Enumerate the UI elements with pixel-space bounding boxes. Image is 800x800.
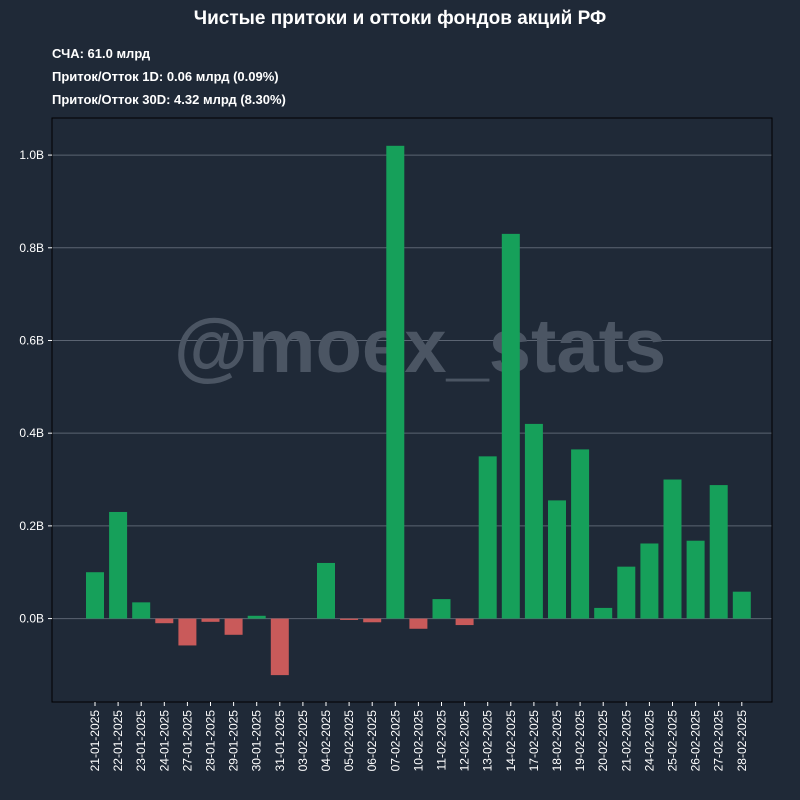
x-tick-label: 24-02-2025 (642, 710, 656, 772)
stat-flow-1d: Приток/Отток 1D: 0.06 млрд (0.09%) (52, 69, 279, 84)
bar (224, 618, 243, 635)
bar (317, 562, 335, 619)
bar (270, 618, 289, 676)
x-tick-label: 04-02-2025 (319, 710, 333, 772)
bar (732, 591, 751, 619)
x-tick-label: 07-02-2025 (388, 710, 402, 772)
x-tick-label: 23-01-2025 (134, 710, 148, 772)
y-tick-label: 0.0B (19, 612, 44, 626)
bar (155, 618, 174, 624)
x-tick-label: 14-02-2025 (504, 710, 518, 772)
bar (640, 543, 659, 619)
y-tick-label: 1.0B (19, 148, 44, 162)
x-tick-label: 22-01-2025 (111, 710, 125, 772)
x-tick-label: 20-02-2025 (596, 710, 610, 772)
x-tick-label: 17-02-2025 (527, 710, 541, 772)
x-tick-label: 03-02-2025 (296, 710, 310, 772)
y-tick-label: 0.6B (19, 333, 44, 347)
x-tick-label: 24-01-2025 (157, 710, 171, 772)
bars (86, 145, 751, 676)
x-tick-label: 18-02-2025 (550, 710, 564, 772)
x-tick-label: 27-02-2025 (712, 710, 726, 772)
bar (132, 602, 151, 619)
bar (478, 456, 497, 619)
x-tick-label: 19-02-2025 (573, 710, 587, 772)
bar (686, 540, 705, 619)
x-tick-label: 10-02-2025 (411, 710, 425, 772)
y-tick-label: 0.2B (19, 519, 44, 533)
x-axis-ticks: 21-01-2025 22-01-2025 23-01-2025 24-01-2025… (88, 702, 749, 771)
stats-block: СЧА: 61.0 млрд Приток/Отток 1D: 0.06 млр… (52, 42, 286, 111)
grid-lines (52, 154, 772, 620)
bar (524, 423, 543, 619)
x-tick-label: 13-02-2025 (481, 710, 495, 772)
y-tick-label: 0.4B (19, 426, 44, 440)
plot-frame (51, 117, 773, 703)
x-tick-label: 05-02-2025 (342, 710, 356, 772)
y-axis-ticks: 0.0B 0.2B 0.4B 0.6B 0.8B 1.0B (19, 148, 52, 626)
bar (432, 599, 451, 619)
x-tick-label: 29-01-2025 (227, 710, 241, 772)
bar (247, 615, 266, 619)
x-tick-label: 21-01-2025 (88, 710, 102, 772)
chart-title: Чистые притоки и оттоки фондов акций РФ (193, 8, 607, 29)
bar (386, 145, 405, 619)
x-tick-label: 27-01-2025 (180, 710, 194, 772)
bar (617, 566, 636, 619)
bar (178, 618, 197, 646)
bar (409, 618, 428, 629)
bar (594, 607, 613, 619)
x-tick-label: 26-02-2025 (689, 710, 703, 772)
bar (571, 449, 590, 619)
x-tick-label: 25-02-2025 (666, 710, 680, 772)
bar (663, 479, 682, 619)
x-tick-label: 31-01-2025 (273, 710, 287, 772)
bar (201, 618, 220, 622)
watermark-text: @moex_stats (174, 304, 666, 389)
stat-flow-30d: Приток/Отток 30D: 4.32 млрд (8.30%) (52, 92, 286, 107)
bar (86, 572, 104, 619)
stat-aum: СЧА: 61.0 млрд (52, 46, 151, 61)
x-tick-label: 21-02-2025 (619, 710, 633, 772)
bar (109, 511, 128, 619)
x-tick-label: 28-01-2025 (204, 710, 218, 772)
bar (709, 485, 728, 619)
y-tick-label: 0.8B (19, 241, 44, 255)
x-tick-label: 12-02-2025 (458, 710, 472, 772)
bar (340, 618, 359, 620)
bar (455, 618, 474, 626)
x-tick-label: 30-01-2025 (250, 710, 264, 772)
x-tick-label: 06-02-2025 (365, 710, 379, 772)
bar (501, 233, 520, 619)
x-tick-label: 11-02-2025 (435, 710, 449, 771)
x-tick-label: 28-02-2025 (735, 710, 749, 772)
bar (363, 618, 382, 623)
bar (548, 500, 566, 619)
